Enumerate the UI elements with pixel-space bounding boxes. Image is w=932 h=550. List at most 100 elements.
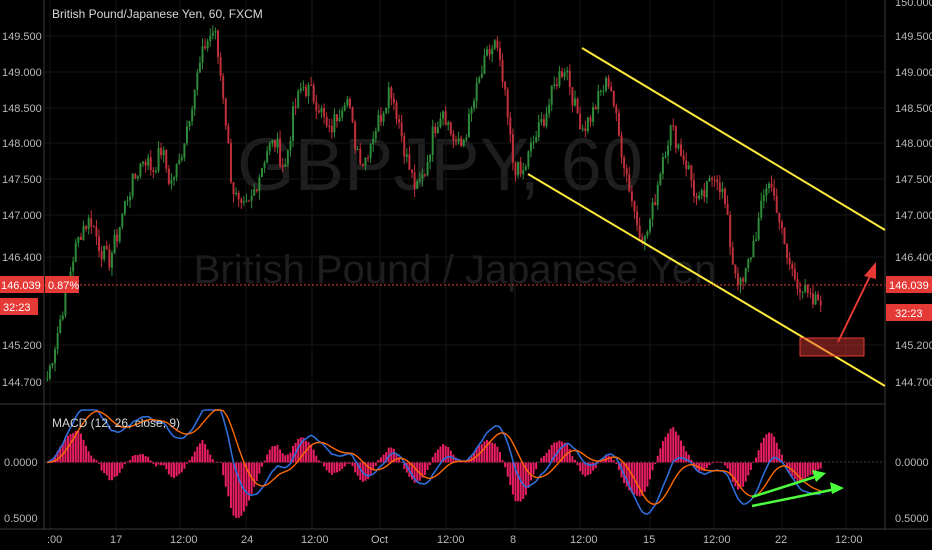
candle-body	[105, 245, 108, 250]
macd-hist-bar	[281, 453, 284, 463]
macd-hist-bar	[775, 442, 778, 463]
macd-hist-bar	[597, 462, 600, 464]
target-zone-box[interactable]	[799, 337, 865, 357]
candle-body	[786, 244, 789, 259]
green-arrows-annotation[interactable]	[751, 470, 844, 508]
candle-body	[762, 195, 765, 201]
macd-hist-bar	[687, 454, 690, 463]
candle-body	[806, 285, 809, 293]
macd-hist-bar	[711, 462, 714, 464]
macd-axis-label: 0.0000	[895, 457, 929, 469]
candle-body	[175, 164, 178, 178]
price-label: 145.200	[895, 340, 932, 352]
candle-body	[253, 189, 256, 196]
macd-hist-bar	[724, 462, 726, 466]
candle-body	[426, 161, 429, 176]
macd-hist-bar	[690, 459, 693, 463]
candle-body	[343, 105, 346, 111]
macd-hist-bar	[628, 462, 631, 491]
candle-body	[325, 116, 328, 126]
macd-hist-bar	[713, 462, 716, 463]
macd-hist-bar	[98, 462, 101, 464]
macd-hist-bar	[571, 456, 574, 463]
candle-body	[695, 195, 698, 199]
candle-body	[235, 192, 238, 195]
candle-body	[467, 113, 470, 138]
macd-axis-label: 0.5000	[895, 513, 929, 525]
price-change-percent: 0.87%	[48, 280, 79, 292]
candle-body	[64, 287, 67, 316]
macd-hist-bar	[286, 454, 289, 463]
macd-hist-bar	[439, 446, 442, 463]
candle-body	[615, 105, 618, 114]
macd-hist-bar	[612, 460, 615, 463]
candle-body	[266, 151, 269, 163]
candle-body	[623, 157, 626, 169]
time-label: 24	[241, 534, 253, 546]
macd-hist-bar	[403, 462, 406, 470]
red-arrow-annotation[interactable]	[837, 262, 876, 343]
candle-body	[620, 135, 623, 158]
candle-body	[134, 173, 137, 179]
macd-hist-bar	[315, 455, 318, 463]
macd-hist-bar	[108, 462, 111, 481]
candle-body	[224, 98, 227, 127]
candle-body	[315, 101, 318, 111]
candle-body	[788, 258, 791, 265]
candle-body	[413, 172, 416, 189]
candle-body	[46, 378, 49, 380]
candle-body	[801, 291, 804, 293]
macd-hist-bar	[292, 446, 295, 463]
candle-body	[395, 102, 398, 120]
macd-hist-bar	[258, 462, 261, 474]
macd-hist-bar	[85, 445, 88, 463]
macd-hist-bar	[786, 462, 789, 468]
candle-body	[211, 32, 214, 36]
macd-hist-bar	[356, 462, 359, 476]
macd-hist-bar	[517, 462, 520, 502]
candle-body	[731, 247, 734, 265]
macd-hist-bar	[659, 448, 662, 463]
candle-body	[483, 55, 486, 74]
macd-hist-bar	[317, 460, 320, 463]
macd-hist-bar	[718, 462, 721, 463]
candle-body	[416, 181, 419, 189]
macd-hist-bar	[413, 462, 416, 483]
candle-body	[48, 365, 51, 379]
macd-hist-bar	[323, 462, 326, 467]
price-label: 149.000	[895, 67, 932, 79]
macd-hist-bar	[716, 461, 719, 463]
candle-body	[682, 155, 685, 161]
price-label: 149.500	[895, 31, 932, 43]
macd-hist-bar	[90, 455, 93, 463]
candle-body	[775, 195, 778, 213]
macd-hist-bar	[188, 460, 191, 463]
candle-body	[382, 113, 385, 122]
macd-hist-bar	[219, 462, 222, 463]
macd-hist-bar	[447, 447, 450, 463]
channel-upper-line[interactable]	[581, 47, 886, 231]
candle-body	[778, 212, 781, 223]
macd-hist-bar	[129, 460, 132, 463]
candle-body	[369, 143, 372, 158]
macd-hist-bar	[747, 462, 750, 476]
candle-body	[475, 82, 478, 102]
macd-hist-bar	[752, 462, 755, 463]
macd-hist-bar	[532, 462, 535, 475]
macd-hist-bar	[211, 459, 214, 463]
price-axis-labels: 150.000 149.500 149.000 148.500 148.000 …	[895, 0, 932, 389]
candle-body	[687, 165, 690, 170]
macd-hist-bar	[734, 462, 737, 487]
candle-body	[648, 219, 651, 232]
candle-body	[72, 261, 75, 272]
candle-body	[302, 87, 305, 89]
candle-body	[110, 252, 113, 268]
channel-lower-line[interactable]	[527, 173, 886, 387]
macd-hist-bar	[118, 462, 121, 473]
macd-hist-bar	[77, 430, 80, 463]
candle-body	[59, 319, 62, 334]
current-price-tag: 146.039 32:23	[886, 276, 932, 321]
candle-body	[721, 188, 724, 193]
candle-body	[229, 143, 232, 183]
